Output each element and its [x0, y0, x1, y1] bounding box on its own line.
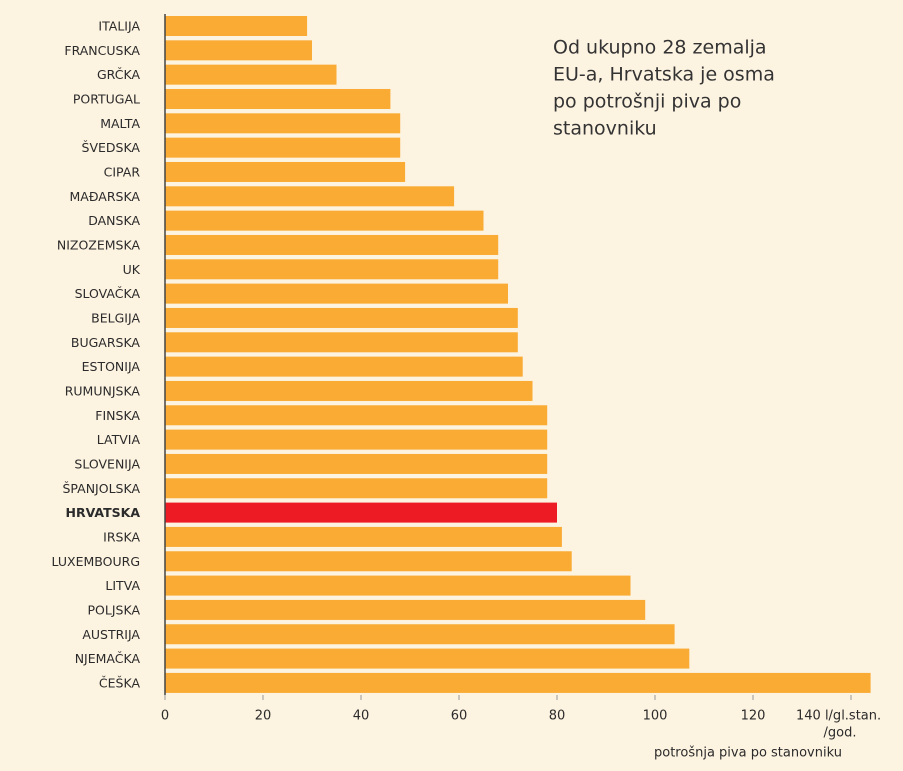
annotation-line: EU-a, Hrvatska je osma	[553, 64, 775, 86]
category-label: NJEMAČKA	[75, 651, 141, 666]
bar	[165, 672, 871, 693]
category-label: GRČKA	[97, 67, 140, 82]
bar	[165, 356, 523, 377]
bar	[165, 648, 690, 669]
category-label: SLOVAČKA	[75, 286, 141, 301]
category-label: MAĐARSKA	[69, 189, 140, 204]
x-tick-label: 40	[353, 709, 370, 724]
category-label: ŠVEDSKA	[82, 140, 141, 155]
category-label: LUXEMBOURG	[52, 554, 140, 569]
category-label: RUMUNJSKA	[65, 383, 141, 398]
x-tick-label: 20	[255, 709, 272, 724]
category-label: BELGIJA	[91, 310, 140, 325]
bar	[165, 453, 548, 474]
category-label: ŠPANJOLSKA	[62, 481, 140, 496]
bar	[165, 380, 533, 401]
category-label: AUSTRIJA	[82, 627, 140, 642]
bar	[165, 259, 499, 280]
bar	[165, 526, 562, 547]
category-label: POLJSKA	[88, 602, 141, 617]
bar	[165, 88, 391, 109]
x-tick-label: 60	[451, 709, 468, 724]
bar	[165, 307, 518, 328]
category-label: MALTA	[100, 116, 140, 131]
x-tick-label: 100	[643, 709, 668, 724]
category-label: ESTONIJA	[82, 359, 141, 374]
category-label: FINSKA	[95, 408, 140, 423]
category-label: NIZOZEMSKA	[57, 237, 141, 252]
bar	[165, 283, 508, 304]
category-label: PORTUGAL	[73, 91, 140, 106]
category-label: SLOVENIJA	[74, 456, 140, 471]
category-label: ČEŠKA	[99, 675, 141, 690]
bar	[165, 234, 499, 255]
x-tick-label: 80	[549, 709, 566, 724]
annotation-line: stanovniku	[553, 118, 657, 140]
category-label: HRVATSKA	[65, 505, 140, 520]
x-tick-label: 120	[741, 709, 766, 724]
category-label: CIPAR	[104, 164, 141, 179]
category-label: IRSKA	[103, 529, 140, 544]
category-label: FRANCUSKA	[64, 43, 140, 58]
bar	[165, 502, 557, 523]
bar	[165, 210, 484, 231]
category-label: DANSKA	[88, 213, 140, 228]
category-label: BUGARSKA	[71, 335, 141, 350]
bar	[165, 137, 401, 158]
bar	[165, 429, 548, 450]
bar	[165, 599, 646, 620]
x-tick-label: 0	[161, 709, 169, 724]
bar	[165, 478, 548, 499]
bar	[165, 64, 337, 85]
bar	[165, 186, 455, 207]
bar	[165, 624, 675, 645]
category-label: LATVIA	[97, 432, 141, 447]
bar	[165, 551, 572, 572]
bar	[165, 40, 312, 61]
category-label: ITALIJA	[98, 19, 140, 34]
bar	[165, 332, 518, 353]
annotation-line: Od ukupno 28 zemalja	[553, 37, 767, 59]
category-label: UK	[123, 262, 141, 277]
bar	[165, 113, 401, 134]
bar	[165, 405, 548, 426]
x-unit: /god.	[824, 726, 857, 741]
annotation-line: po potrošnji piva po	[553, 91, 741, 113]
x-tick-label: 140 l/gl.stan.	[796, 709, 881, 724]
x-axis-label: potrošnja piva po stanovniku	[654, 746, 842, 761]
bar	[165, 16, 308, 36]
bar	[165, 161, 406, 182]
category-label: LITVA	[105, 578, 140, 593]
bar	[165, 575, 631, 596]
